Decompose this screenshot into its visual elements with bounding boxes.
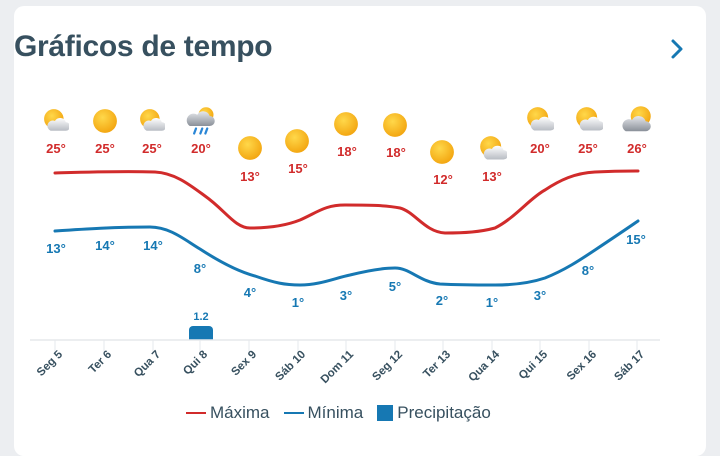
tick-label: Qui 15	[517, 348, 551, 382]
x-axis: Seg 5 Ter 6 Qua 7 Qui 8 Sex 9 Sáb 10 Dom…	[30, 339, 660, 386]
partly-cloudy-icon	[480, 136, 507, 160]
svg-text:1.2: 1.2	[193, 311, 208, 323]
sun-icon	[285, 129, 309, 153]
svg-text:8°: 8°	[582, 263, 594, 278]
svg-text:2°: 2°	[436, 293, 448, 308]
svg-text:15°: 15°	[626, 232, 646, 247]
svg-text:15°: 15°	[288, 161, 308, 176]
tick-label: Sáb 10	[273, 349, 308, 384]
tick-label: Sáb 17	[612, 349, 647, 384]
max-labels: 25° 25° 25° 20° 13° 15° 18° 18° 12° 13° …	[46, 141, 647, 187]
partly-cloudy-icon	[576, 107, 603, 131]
svg-text:20°: 20°	[191, 141, 211, 156]
tick-label: Sex 9	[229, 349, 259, 379]
tick-label: Dom 11	[319, 348, 357, 386]
svg-text:1°: 1°	[292, 295, 304, 310]
tick-label: Qua 14	[467, 348, 503, 384]
svg-text:25°: 25°	[142, 141, 162, 156]
min-labels: 13° 14° 14° 8° 4° 1° 3° 5° 2° 1° 3° 8° 1…	[46, 232, 646, 310]
temperature-chart: 25° 25° 25° 20° 13° 15° 18° 18° 12° 13° …	[30, 106, 660, 386]
svg-text:14°: 14°	[143, 238, 163, 253]
tick-label: Qua 7	[132, 349, 163, 380]
legend-max[interactable]: Máxima	[186, 403, 270, 423]
page-title: Gráficos de tempo	[14, 30, 273, 63]
sun-icon	[93, 109, 117, 133]
rain-cloud-sun-icon	[186, 106, 216, 135]
svg-text:12°: 12°	[433, 172, 453, 187]
svg-text:25°: 25°	[578, 141, 598, 156]
svg-text:25°: 25°	[46, 141, 66, 156]
svg-text:4°: 4°	[244, 285, 256, 300]
svg-text:3°: 3°	[534, 288, 546, 303]
sun-icon	[334, 112, 358, 136]
svg-text:5°: 5°	[389, 279, 401, 294]
max-line-swatch-icon	[186, 412, 206, 414]
svg-text:8°: 8°	[194, 261, 206, 276]
sun-icon	[238, 136, 262, 160]
legend-precip[interactable]: Precipitação	[377, 403, 491, 423]
svg-text:18°: 18°	[386, 145, 406, 160]
sun-icon	[430, 140, 454, 164]
tick-label: Ter 6	[87, 349, 114, 376]
tick-label: Seg 5	[35, 348, 66, 379]
svg-text:18°: 18°	[337, 144, 357, 159]
tick-label: Ter 13	[421, 349, 453, 381]
tick-label: Sex 16	[565, 349, 599, 383]
weather-charts-card	[14, 6, 706, 456]
max-temperature-line	[53, 169, 640, 235]
sun-icon	[383, 113, 407, 137]
svg-text:26°: 26°	[627, 141, 647, 156]
svg-text:13°: 13°	[482, 169, 502, 184]
svg-text:14°: 14°	[95, 238, 115, 253]
partly-cloudy-icon	[140, 109, 165, 131]
svg-text:20°: 20°	[530, 141, 550, 156]
partly-cloudy-icon	[527, 107, 554, 131]
tick-label: Seg 12	[370, 349, 405, 384]
legend-min[interactable]: Mínima	[283, 403, 363, 423]
tick-label: Qui 8	[181, 348, 210, 377]
cloudy-sun-icon	[622, 106, 651, 132]
precip-swatch-icon	[377, 405, 394, 421]
precipitation-bar: 1.2	[189, 311, 213, 340]
min-temperature-line	[53, 219, 640, 287]
chevron-right-icon[interactable]	[664, 36, 690, 62]
svg-text:25°: 25°	[95, 141, 115, 156]
svg-text:13°: 13°	[46, 241, 66, 256]
svg-text:1°: 1°	[486, 295, 498, 310]
svg-text:3°: 3°	[340, 288, 352, 303]
svg-text:13°: 13°	[240, 169, 260, 184]
partly-cloudy-icon	[44, 109, 69, 131]
chart-legend: Máxima Mínima Precipitação	[186, 403, 491, 423]
min-line-swatch-icon	[283, 412, 304, 414]
